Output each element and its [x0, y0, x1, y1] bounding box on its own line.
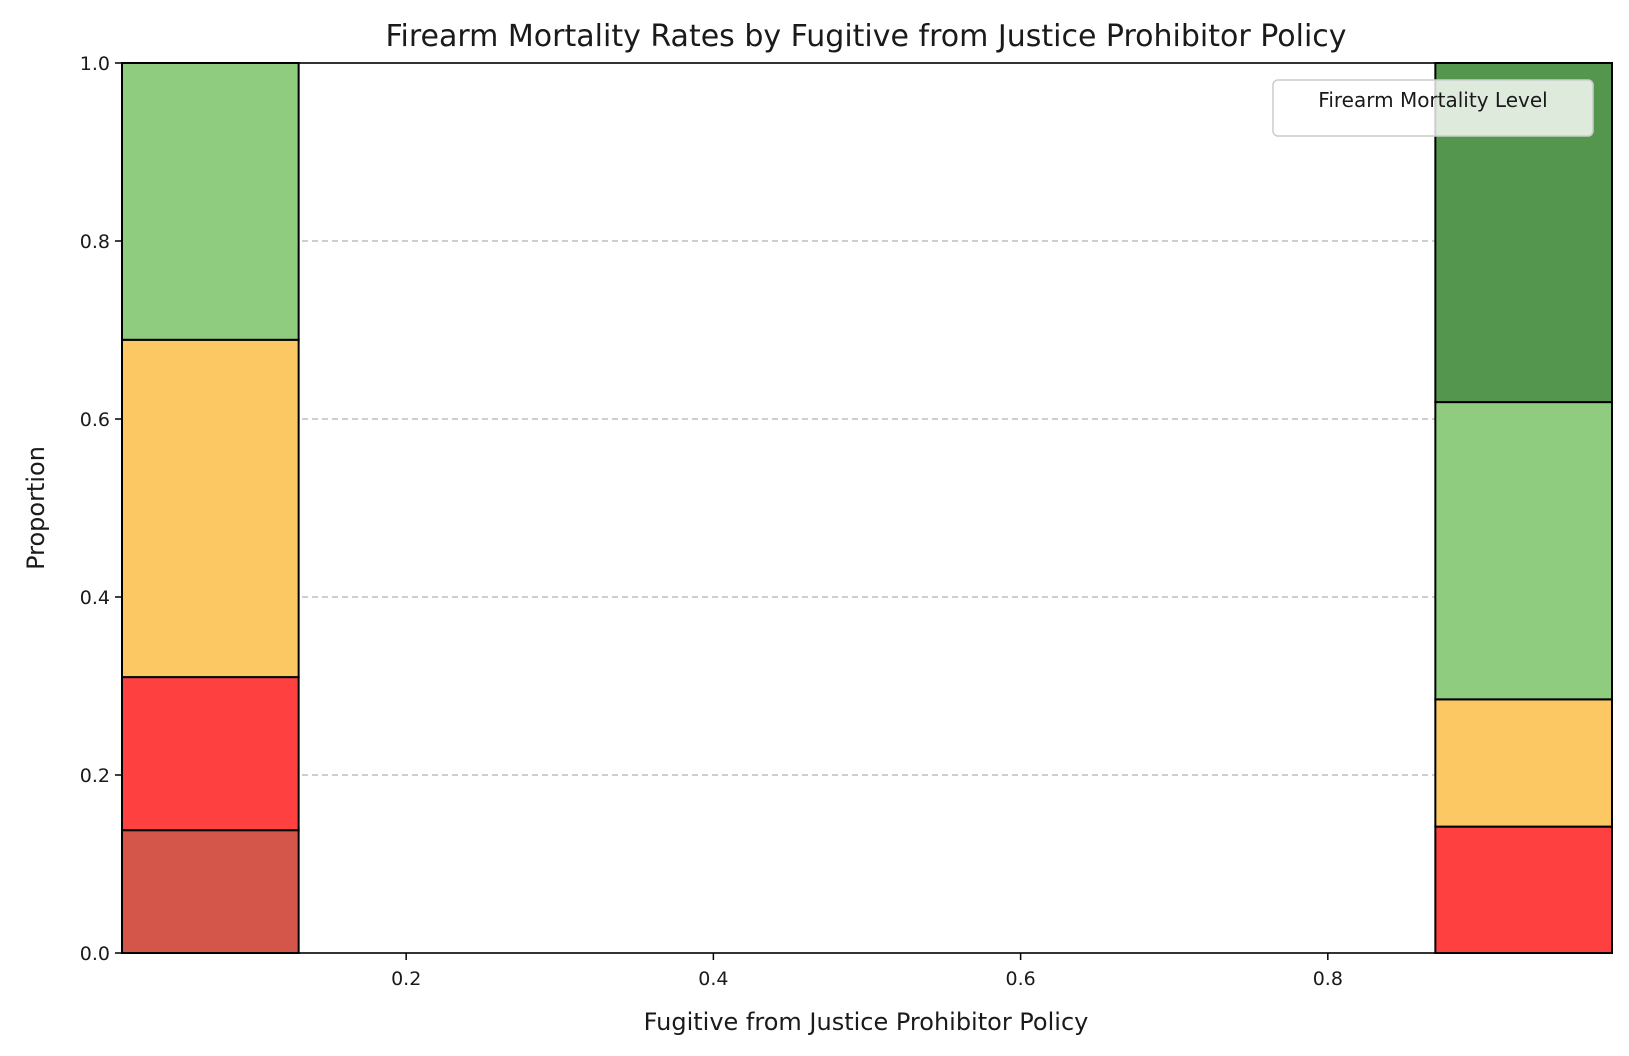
- legend-box: [1272, 79, 1594, 137]
- y-tick-label-5: 1.0: [80, 53, 110, 75]
- y-tick-label-3: 0.6: [80, 409, 110, 431]
- x-axis: 0.2 0.4 0.6 0.8: [391, 953, 1343, 990]
- y-axis-label: Proportion: [22, 446, 50, 570]
- bar-1-segment-3: [1434, 401, 1613, 701]
- chart-title: Firearm Mortality Rates by Fugitive from…: [385, 19, 1346, 54]
- x-tick-label-2: 0.6: [1005, 968, 1035, 990]
- x-tick-label-0: 0.2: [391, 968, 421, 990]
- bar-1-segment-1: [1434, 825, 1613, 954]
- bar-0-segment-1: [121, 676, 300, 832]
- legend-title: Firearm Mortality Level: [1318, 88, 1547, 112]
- bar-1-segment-2: [1434, 698, 1613, 828]
- bar-0-segment-2: [121, 338, 300, 679]
- plot-frame: [121, 62, 1613, 954]
- x-tick-label-3: 0.8: [1313, 968, 1343, 990]
- y-tick-label-1: 0.2: [80, 765, 110, 787]
- bars: [121, 62, 1613, 954]
- bar-0-segment-0: [121, 829, 300, 954]
- x-axis-label: Fugitive from Justice Prohibitor Policy: [644, 1008, 1089, 1036]
- x-tick-label-1: 0.4: [698, 968, 728, 990]
- legend: Firearm Mortality Level: [1272, 79, 1594, 137]
- y-tick-label-0: 0.0: [80, 943, 110, 965]
- y-tick-label-4: 0.8: [80, 231, 110, 253]
- y-axis: 0.0 0.2 0.4 0.6 0.8 1.0: [80, 53, 122, 965]
- y-tick-label-2: 0.4: [80, 587, 110, 609]
- bar-0-segment-3: [121, 62, 300, 341]
- grid-lines: [122, 240, 1612, 776]
